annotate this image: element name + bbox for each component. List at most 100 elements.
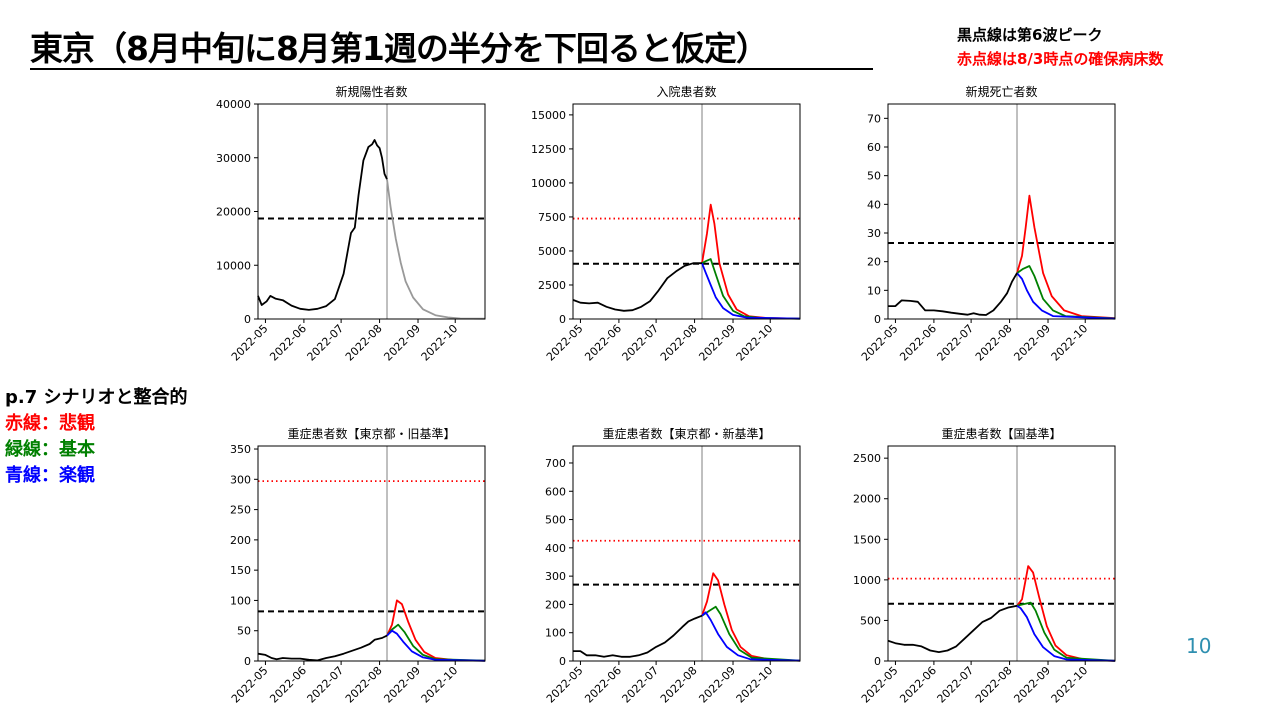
x-tick-label: 2022-10	[734, 322, 776, 364]
x-tick-label: 2022-05	[229, 664, 271, 706]
plot-frame	[257, 445, 486, 662]
x-tick-label: 2022-09	[381, 322, 423, 364]
y-tick-label: 0	[874, 313, 881, 326]
y-tick-label: 0	[244, 655, 251, 668]
x-tick-label: 2022-08	[343, 322, 385, 364]
y-tick-label: 10000	[216, 259, 251, 272]
y-tick-label: 12500	[531, 143, 566, 156]
x-tick-label: 2022-05	[544, 664, 586, 706]
x-tick-label: 2022-07	[935, 664, 977, 706]
x-tick-label: 2022-05	[859, 664, 901, 706]
chart-severe-tokyo-old: 重症患者数【東京都・旧基準】 0 50 100 150 200 250 300 350 2022-…	[229, 426, 486, 706]
y-tick-label: 30	[867, 227, 881, 240]
series-line-3	[572, 262, 702, 312]
x-tick-label: 2022-10	[419, 322, 461, 364]
chart-severe-tokyo-new: 重症患者数【東京都・新基準】 0 100 200 300 400 500 600 700 2022…	[544, 426, 801, 706]
x-tick-label: 2022-09	[381, 664, 423, 706]
y-tick-label: 350	[230, 443, 251, 456]
y-tick-label: 50	[867, 170, 881, 183]
x-tick-label: 2022-08	[343, 664, 385, 706]
chart-new-positives: 新規陽性者数 0 10000 20000 30000 40000 2022-05 2022-0…	[216, 84, 486, 364]
y-tick-label: 5000	[538, 245, 566, 258]
x-tick-label: 2022-06	[897, 664, 939, 706]
chart-title: 新規陽性者数	[335, 84, 407, 99]
y-tick-label: 0	[244, 313, 251, 326]
x-tick-label: 2022-10	[1049, 664, 1091, 706]
scenario-note-reference: p.7 シナリオと整合的	[5, 387, 188, 408]
chart-title: 新規死亡者数	[965, 84, 1037, 99]
page-number: 10	[1186, 634, 1212, 658]
y-tick-label: 0	[559, 313, 566, 326]
series-line-1	[701, 605, 801, 662]
series-line-3	[887, 604, 1018, 654]
series-line-2	[701, 611, 801, 662]
y-tick-label: 20000	[216, 206, 251, 219]
y-tick-label: 300	[230, 473, 251, 486]
y-tick-label: 2000	[853, 493, 881, 506]
chart-title: 重症患者数【東京都・旧基準】	[287, 426, 455, 441]
series-line-1	[386, 623, 486, 662]
chart-severe-national: 重症患者数【国基準】050010001500200025002022-05202…	[853, 426, 1116, 706]
scenario-note-pessimistic: 赤線：悲観	[5, 413, 95, 434]
series-line-2	[386, 629, 486, 662]
y-tick-label: 150	[230, 564, 251, 577]
plot-frame	[572, 103, 801, 320]
x-tick-label: 2022-06	[582, 664, 624, 706]
plot-frame	[887, 445, 1116, 662]
y-tick-label: 500	[545, 514, 566, 527]
y-tick-label: 15000	[531, 109, 566, 122]
series-line-1	[1016, 601, 1116, 662]
y-tick-label: 300	[545, 570, 566, 583]
series-line-0	[386, 599, 486, 662]
chart-title: 重症患者数【東京都・新基準】	[602, 426, 770, 441]
x-tick-label: 2022-07	[935, 322, 977, 364]
y-tick-label: 10	[867, 284, 881, 297]
series-line-3	[888, 272, 1018, 316]
x-tick-label: 2022-07	[620, 664, 662, 706]
y-tick-label: 30000	[216, 152, 251, 165]
page-title: 東京（8月中旬に8月第1週の半分を下回ると仮定）	[30, 29, 769, 68]
y-tick-label: 1500	[853, 533, 881, 546]
series-line-1	[701, 258, 801, 320]
x-tick-label: 2022-09	[1011, 664, 1053, 706]
x-tick-label: 2022-09	[696, 322, 738, 364]
scenario-note-base: 緑線：基本	[5, 439, 95, 460]
series-line-0	[1016, 194, 1116, 319]
chart-new-deaths: 新規死亡者数0102030405060702022-052022-062022-…	[859, 84, 1116, 364]
series-line-1	[1016, 265, 1116, 320]
series-line-0	[257, 139, 388, 311]
y-tick-label: 40	[867, 198, 881, 211]
title-underline	[30, 68, 873, 70]
y-tick-label: 600	[545, 485, 566, 498]
x-tick-label: 2022-10	[419, 664, 461, 706]
scenario-notes: p.7 シナリオと整合的 赤線：悲観 緑線：基本 青線：楽観	[5, 385, 188, 489]
y-tick-label: 700	[545, 457, 566, 470]
chart-title: 入院患者数	[656, 84, 716, 99]
series-line-0	[701, 572, 801, 662]
x-tick-label: 2022-05	[229, 322, 271, 364]
y-tick-label: 20	[867, 256, 881, 269]
x-tick-label: 2022-08	[973, 322, 1015, 364]
x-tick-label: 2022-06	[582, 322, 624, 364]
series-line-3	[573, 614, 703, 658]
y-tick-label: 40000	[216, 98, 251, 111]
series-line-2	[1016, 605, 1116, 662]
x-tick-label: 2022-10	[734, 664, 776, 706]
y-tick-label: 0	[559, 655, 566, 668]
y-tick-label: 50	[237, 625, 251, 638]
x-tick-label: 2022-06	[897, 322, 939, 364]
x-tick-label: 2022-05	[859, 322, 901, 364]
y-tick-label: 200	[230, 534, 251, 547]
x-tick-label: 2022-09	[1011, 322, 1053, 364]
x-tick-label: 2022-08	[658, 322, 700, 364]
y-tick-label: 2500	[853, 452, 881, 465]
x-tick-label: 2022-10	[1049, 322, 1091, 364]
scenario-note-optimistic: 青線：楽観	[5, 465, 95, 486]
x-tick-label: 2022-08	[973, 664, 1015, 706]
plot-frame	[257, 103, 486, 320]
legend-note-black-dashed: 黒点線は第6波ピーク	[957, 26, 1103, 44]
x-tick-label: 2022-09	[696, 664, 738, 706]
y-tick-label: 500	[860, 614, 881, 627]
chart-hospitalized: 入院患者数 0 2500 5000 7500 10000 12500 15000 2022-05…	[531, 84, 801, 364]
y-tick-label: 60	[867, 141, 881, 154]
